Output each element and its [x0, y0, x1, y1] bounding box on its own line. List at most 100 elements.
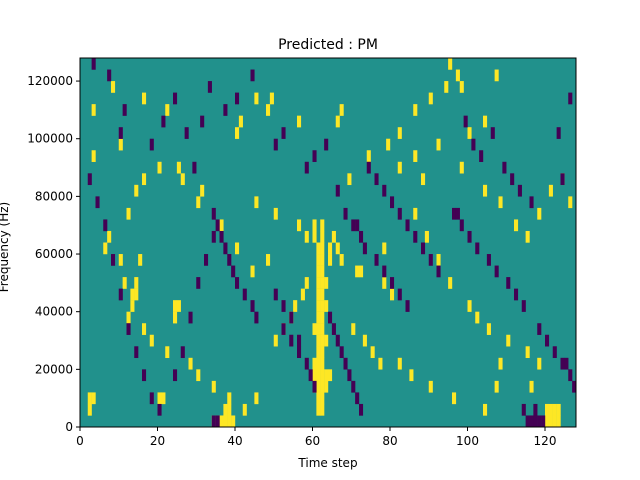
heatmap-cell-high: [355, 265, 360, 278]
heatmap-cell-high: [390, 288, 395, 301]
heatmap-cell-high: [320, 403, 325, 416]
heatmap-cell-low: [556, 127, 561, 139]
heatmap-cell-low: [184, 127, 189, 139]
heatmap-cell-low: [382, 265, 387, 278]
heatmap-cell-high: [467, 127, 472, 139]
heatmap-cell-high: [250, 265, 255, 278]
heatmap-cell-high: [424, 230, 429, 243]
heatmap-cell-high: [320, 380, 325, 393]
heatmap-cell-high: [320, 288, 325, 301]
heatmap-cell-high: [316, 323, 321, 335]
heatmap-cell-low: [374, 254, 379, 266]
heatmap-cell-high: [316, 380, 321, 393]
heatmap-cell-high: [297, 115, 302, 128]
heatmap-cell-high: [316, 288, 321, 301]
heatmap-cell-low: [297, 346, 302, 359]
heatmap-cell-high: [293, 300, 298, 312]
heatmap-cell-high: [223, 403, 228, 416]
heatmap-cell-low: [362, 242, 367, 255]
heatmap-cell-low: [533, 403, 538, 416]
heatmap-cell-high: [266, 254, 271, 266]
heatmap-cell-high: [324, 380, 329, 393]
heatmap-cell-high: [324, 369, 329, 382]
heatmap-cell-low: [397, 207, 402, 220]
heatmap-cell-high: [180, 173, 185, 186]
y-tick-label: 20000: [35, 362, 73, 376]
heatmap-cell-low: [335, 184, 340, 197]
heatmap-cell-low: [331, 323, 336, 335]
heatmap-cell-low: [467, 230, 472, 243]
heatmap-cell-low: [211, 415, 216, 428]
heatmap-cell-low: [436, 265, 441, 278]
heatmap-cell-low: [351, 219, 356, 232]
heatmap-cell-high: [118, 254, 123, 266]
heatmap-cell-low: [273, 138, 278, 151]
heatmap-cell-high: [455, 69, 460, 82]
heatmap-cell-high: [227, 392, 232, 405]
heatmap-cell-high: [347, 173, 352, 186]
heatmap-cell-high: [483, 403, 488, 416]
heatmap-cell-high: [312, 323, 317, 335]
heatmap-cell-high: [320, 357, 325, 370]
heatmap-cell-high: [568, 196, 573, 209]
heatmap-cell-high: [176, 161, 181, 174]
heatmap-cell-low: [273, 288, 278, 301]
heatmap-cell-low: [506, 277, 511, 289]
heatmap-cell-high: [130, 288, 135, 301]
heatmap-cell-low: [227, 254, 232, 266]
heatmap-cell-high: [273, 207, 278, 220]
heatmap-cell-low: [219, 230, 224, 243]
heatmap-cell-high: [331, 230, 336, 243]
heatmap-cell-high: [269, 92, 274, 105]
heatmap-cell-high: [161, 392, 166, 405]
x-tick-label: 100: [456, 434, 479, 448]
heatmap-cell-high: [320, 392, 325, 405]
heatmap-cell-low: [517, 184, 522, 197]
heatmap-cell-high: [157, 392, 162, 405]
heatmap-cell-low: [405, 219, 410, 232]
heatmap-cell-low: [149, 138, 154, 151]
heatmap-cell-high: [320, 323, 325, 335]
heatmap-cell-high: [126, 207, 131, 220]
heatmap-cell-high: [312, 369, 317, 382]
heatmap-cell-low: [289, 311, 294, 324]
heatmap-cell-high: [130, 300, 135, 312]
heatmap-cell-high: [142, 92, 147, 105]
heatmap-cell-high: [545, 415, 550, 428]
heatmap-cell-high: [397, 161, 402, 174]
heatmap-cell-high: [320, 346, 325, 359]
heatmap-cell-high: [328, 242, 333, 255]
heatmap-cell-high: [316, 357, 321, 370]
heatmap-cell-high: [397, 127, 402, 139]
heatmap-cell-high: [134, 288, 139, 301]
heatmap-cell-high: [111, 81, 116, 93]
heatmap-cell-high: [397, 357, 402, 370]
heatmap-cell-high: [351, 323, 356, 335]
heatmap-cell-high: [537, 357, 542, 370]
heatmap-cell-high: [126, 311, 131, 324]
heatmap-cell-high: [312, 357, 317, 370]
heatmap-cell-high: [316, 277, 321, 289]
heatmap-cell-low: [157, 403, 162, 416]
heatmap-cell-low: [173, 92, 178, 105]
heatmap-cell-high: [436, 138, 441, 151]
y-tick-label: 0: [65, 420, 73, 434]
heatmap-cell-high: [467, 300, 472, 312]
heatmap-cell-low: [188, 311, 193, 324]
heatmap-cell-high: [514, 219, 519, 232]
heatmap-cell-low: [471, 138, 476, 151]
heatmap-cell-low: [215, 415, 220, 428]
heatmap-cell-high: [173, 311, 178, 324]
heatmap-cell-high: [320, 334, 325, 347]
heatmap-cell-high: [196, 196, 201, 209]
heatmap-cell-low: [111, 254, 116, 266]
heatmap-cell-high: [459, 161, 464, 174]
heatmap-cell-low: [289, 334, 294, 347]
heatmap-cell-low: [343, 207, 348, 220]
chart-title: Predicted : PM: [278, 37, 378, 53]
heatmap-cell-low: [95, 196, 100, 209]
heatmap-cell-high: [359, 265, 364, 278]
heatmap-cell-low: [529, 196, 534, 209]
heatmap-cell-high: [378, 357, 383, 370]
